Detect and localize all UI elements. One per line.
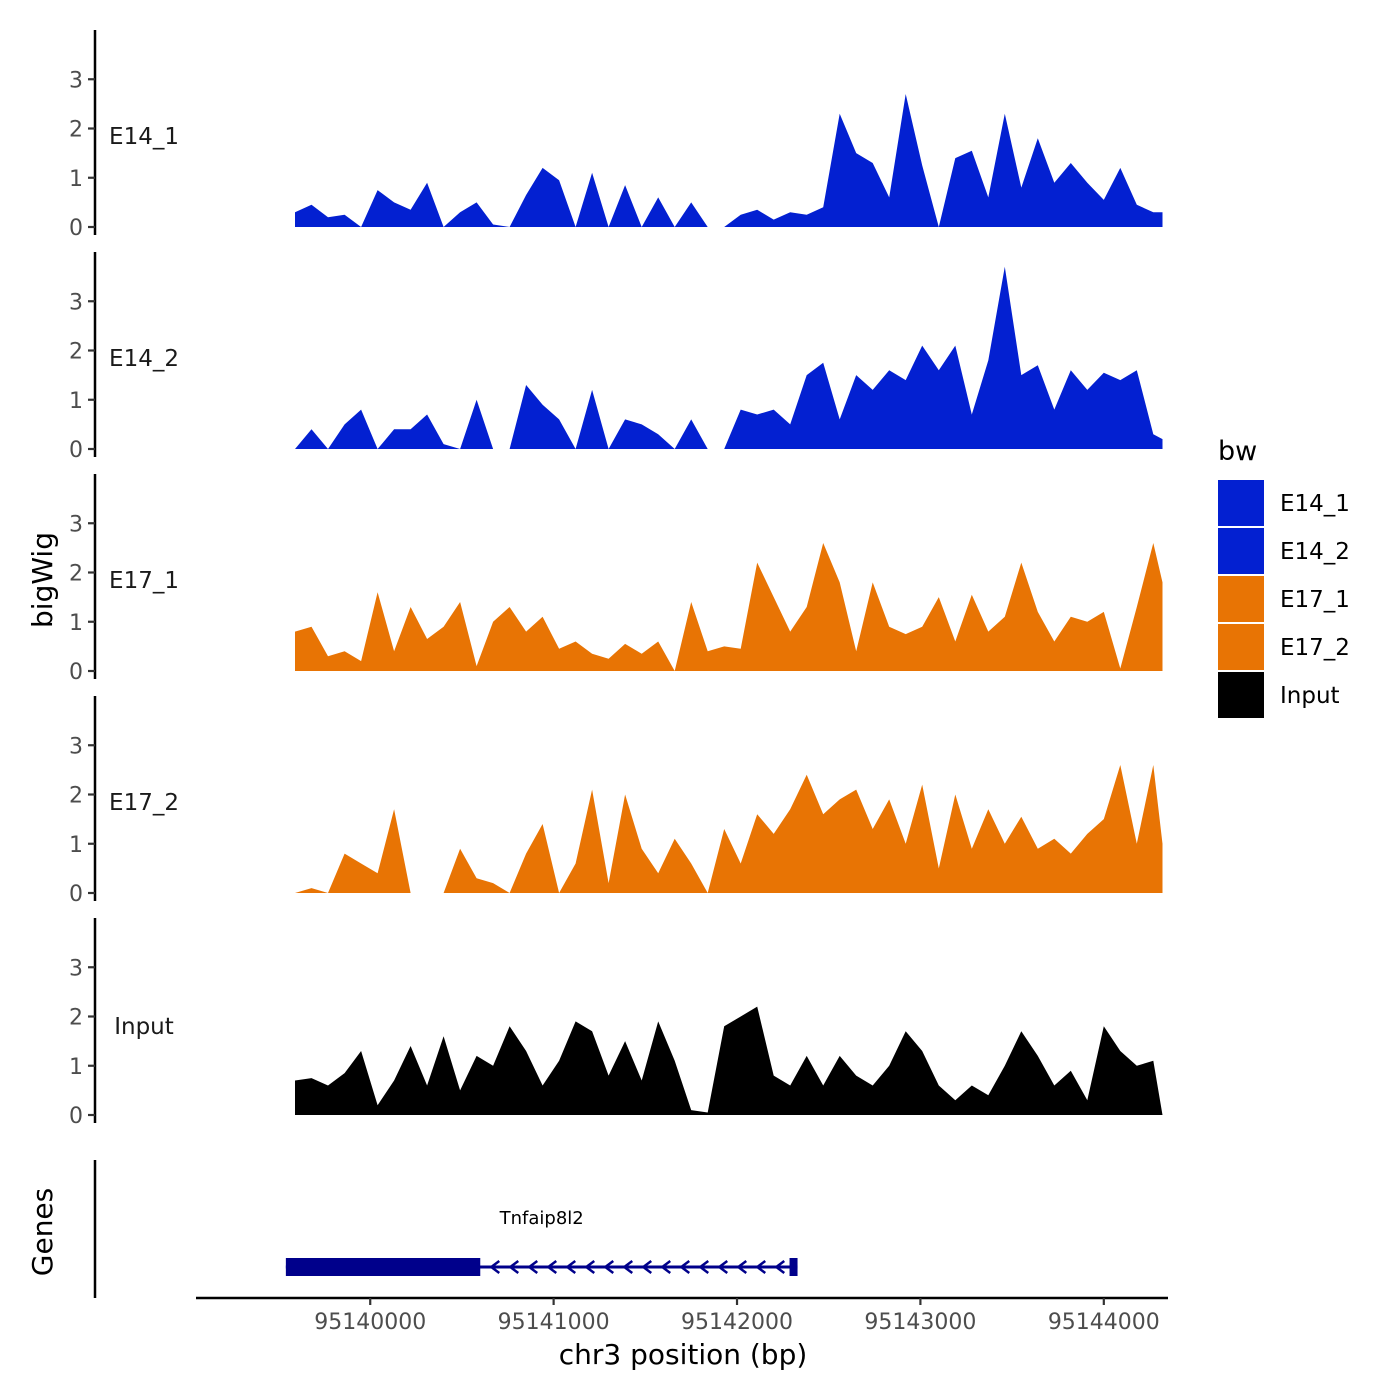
strand-arrow: [546, 1260, 558, 1274]
legend-title: bw: [1218, 436, 1257, 467]
x-tick-label: 95140000: [314, 1310, 426, 1335]
track-label: E17_2: [109, 790, 179, 816]
y-tick-label: 2: [69, 562, 83, 587]
legend-label: E17_2: [1280, 635, 1350, 661]
legend-swatch: [1218, 576, 1264, 622]
legend-label: E17_1: [1280, 587, 1350, 613]
y-tick-label: 2: [69, 340, 83, 365]
track-panel-input: 0 1 2 3 Input: [69, 918, 1163, 1129]
strand-arrow: [698, 1260, 710, 1274]
x-tick-label: 95141000: [498, 1310, 610, 1335]
x-tick-label: 95142000: [681, 1310, 793, 1335]
y-tick-label: 3: [69, 290, 83, 315]
legend-entry: E17_1: [1218, 576, 1350, 622]
y-axis-title: bigWig: [26, 532, 59, 628]
gene-exon-block: [285, 1258, 481, 1276]
legend-label: E14_2: [1280, 539, 1350, 565]
x-axis: 95140000 95141000 95142000 95143000 95144000: [196, 1296, 1168, 1335]
y-tick-label: 2: [69, 784, 83, 809]
gene-label: Tnfaip8l2: [499, 1208, 584, 1229]
legend-swatch: [1218, 528, 1264, 574]
track-panel-e17-1: 0 1 2 3 E17_1: [69, 474, 1163, 685]
legend-entry: E14_2: [1218, 528, 1350, 574]
x-axis-title: chr3 position (bp): [559, 1338, 808, 1371]
strand-arrow: [679, 1260, 691, 1274]
coverage-area-e14-2: [295, 266, 1163, 449]
y-tick-label: 1: [69, 167, 83, 192]
strand-arrow: [508, 1260, 520, 1274]
y-tick-label: 3: [69, 734, 83, 759]
x-tick-label: 95144000: [1048, 1310, 1160, 1335]
track-label: E14_1: [109, 124, 179, 150]
gene-track: Tnfaip8l2: [93, 1160, 798, 1298]
y-tick-label: 0: [69, 216, 83, 241]
y-tick-label: 2: [69, 118, 83, 143]
strand-arrow: [736, 1260, 748, 1274]
y-tick-label: 0: [69, 1104, 83, 1129]
coverage-area-e14-1: [295, 94, 1163, 227]
y-tick-label: 1: [69, 833, 83, 858]
strand-arrow: [603, 1260, 615, 1274]
legend-label: E14_1: [1280, 491, 1350, 517]
strand-arrow: [565, 1260, 577, 1274]
track-label: E17_1: [109, 568, 179, 594]
track-panel-e14-1: 0 1 2 3 E14_1: [69, 30, 1163, 241]
coverage-area-e17-2: [295, 765, 1163, 893]
legend: bw E14_1 E14_2 E17_1 E17_2 Input: [1218, 436, 1350, 718]
x-tick-label: 95143000: [864, 1310, 976, 1335]
y-tick-label: 0: [69, 438, 83, 463]
strand-arrow: [774, 1260, 786, 1274]
coverage-area-e17-1: [295, 543, 1163, 671]
gene-model-tnfaip8l2: Tnfaip8l2: [285, 1208, 798, 1276]
y-tick-label: 1: [69, 389, 83, 414]
y-tick-label: 3: [69, 68, 83, 93]
track-label: E14_2: [109, 346, 179, 372]
strand-arrow: [660, 1260, 672, 1274]
y-tick-label: 1: [69, 611, 83, 636]
y-tick-label: 2: [69, 1006, 83, 1031]
track-panels: 0 1 2 3 E14_1 0 1 2 3 E14_2 0 1 2 3 E17_1 0 1 2 3 E17_2 0 1 2 3…: [69, 30, 1163, 1129]
y-tick-label: 0: [69, 660, 83, 685]
y-tick-label: 0: [69, 882, 83, 907]
strand-arrow: [755, 1260, 767, 1274]
legend-entry: E17_2: [1218, 624, 1350, 670]
gene-track-title: Genes: [26, 1188, 59, 1276]
legend-swatch: [1218, 672, 1264, 718]
track-panel-e14-2: 0 1 2 3 E14_2: [69, 252, 1163, 463]
y-tick-label: 3: [69, 956, 83, 981]
legend-label: Input: [1280, 683, 1340, 709]
legend-swatch: [1218, 480, 1264, 526]
track-panel-e17-2: 0 1 2 3 E17_2: [69, 696, 1163, 907]
gene-exon-block: [789, 1258, 798, 1276]
strand-arrow: [622, 1260, 634, 1274]
strand-arrow: [717, 1260, 729, 1274]
legend-entry: E14_1: [1218, 480, 1350, 526]
strand-arrow: [584, 1260, 596, 1274]
y-tick-label: 3: [69, 512, 83, 537]
coverage-area-input: [295, 1006, 1163, 1115]
strand-arrow: [641, 1260, 653, 1274]
strand-arrow: [527, 1260, 539, 1274]
legend-swatch: [1218, 624, 1264, 670]
y-tick-label: 1: [69, 1055, 83, 1080]
strand-arrow: [489, 1260, 501, 1274]
track-label: Input: [114, 1014, 174, 1040]
legend-entry: Input: [1218, 672, 1340, 718]
